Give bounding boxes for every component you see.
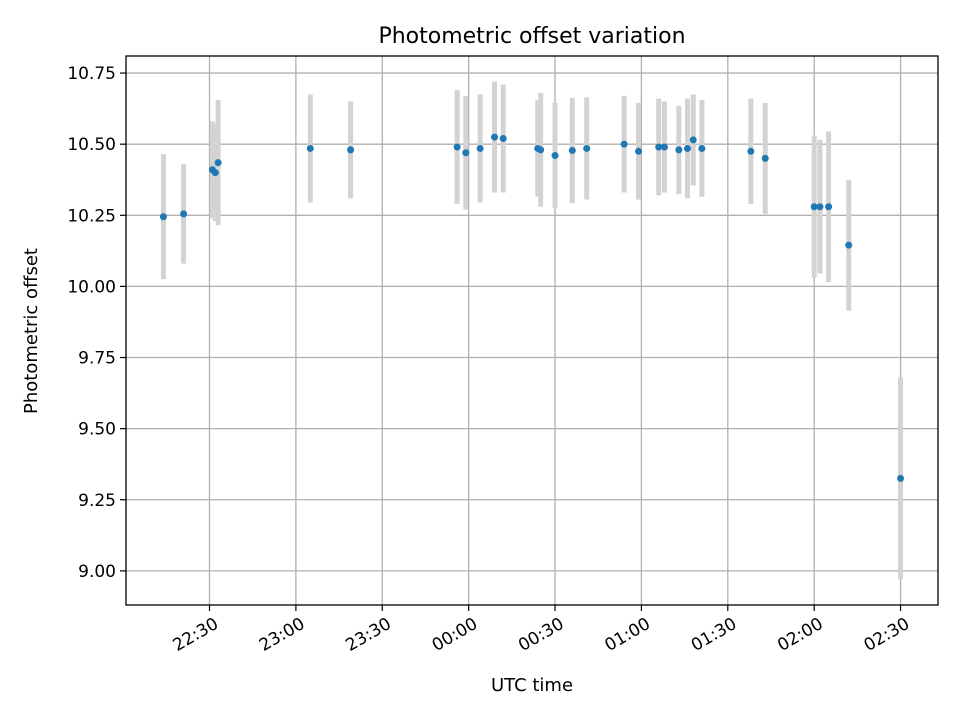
y-tick-label: 9.25 — [78, 491, 116, 511]
y-tick-label: 9.00 — [78, 562, 116, 582]
x-tick-label: 22:30 — [170, 614, 222, 656]
x-tick-label: 01:00 — [601, 614, 653, 656]
plot-frame — [125, 55, 939, 606]
x-axis-ticks: 22:30 23:00 23:30 00:00 00:30 01:00 01:30 02:00… — [170, 605, 913, 656]
data-point — [159, 213, 167, 221]
data-point — [655, 143, 663, 151]
data-point — [845, 241, 853, 249]
y-tick-label: 9.75 — [78, 349, 116, 369]
data-points — [159, 133, 905, 482]
y-axis-ticks: 9.00 9.25 9.50 9.75 10.00 10.25 10.50 10.75 — [67, 64, 126, 582]
data-point — [211, 169, 219, 177]
chart-title: Photometric offset variation — [378, 24, 685, 49]
data-point — [537, 146, 545, 154]
x-tick-label: 23:00 — [256, 614, 308, 656]
x-tick-label: 00:30 — [515, 614, 567, 656]
x-axis-label: UTC time — [491, 675, 573, 696]
x-tick-label: 01:30 — [688, 614, 740, 656]
data-point — [551, 152, 559, 160]
data-point — [180, 210, 188, 218]
x-tick-label: 00:00 — [429, 614, 481, 656]
data-point — [897, 474, 905, 482]
data-point — [306, 144, 314, 152]
y-tick-label: 10.75 — [67, 64, 116, 84]
y-tick-label: 10.00 — [67, 277, 116, 297]
data-point — [660, 143, 668, 151]
data-point — [816, 203, 824, 211]
data-point — [462, 149, 470, 157]
grid — [126, 56, 938, 605]
data-point — [499, 134, 507, 142]
data-point — [747, 147, 755, 155]
y-tick-label: 10.25 — [67, 206, 116, 226]
data-point — [761, 154, 769, 162]
data-point — [568, 146, 576, 154]
x-tick-label: 02:30 — [861, 614, 913, 656]
data-point — [491, 133, 499, 141]
y-tick-label: 10.50 — [67, 135, 116, 155]
data-point — [825, 203, 833, 211]
data-point — [453, 143, 461, 151]
data-point — [689, 136, 697, 144]
data-point — [476, 144, 484, 152]
data-point — [683, 144, 691, 152]
data-point — [635, 147, 643, 155]
data-point — [583, 144, 591, 152]
data-point — [810, 203, 818, 211]
data-point — [347, 146, 355, 154]
error-bars — [160, 81, 904, 580]
data-point — [620, 140, 628, 148]
data-point — [698, 144, 706, 152]
x-tick-label: 23:30 — [342, 614, 394, 656]
y-axis-label: Photometric offset — [21, 248, 42, 414]
data-point — [675, 146, 683, 154]
y-tick-label: 9.50 — [78, 420, 116, 440]
x-tick-label: 02:00 — [774, 614, 826, 656]
data-point — [214, 159, 222, 167]
